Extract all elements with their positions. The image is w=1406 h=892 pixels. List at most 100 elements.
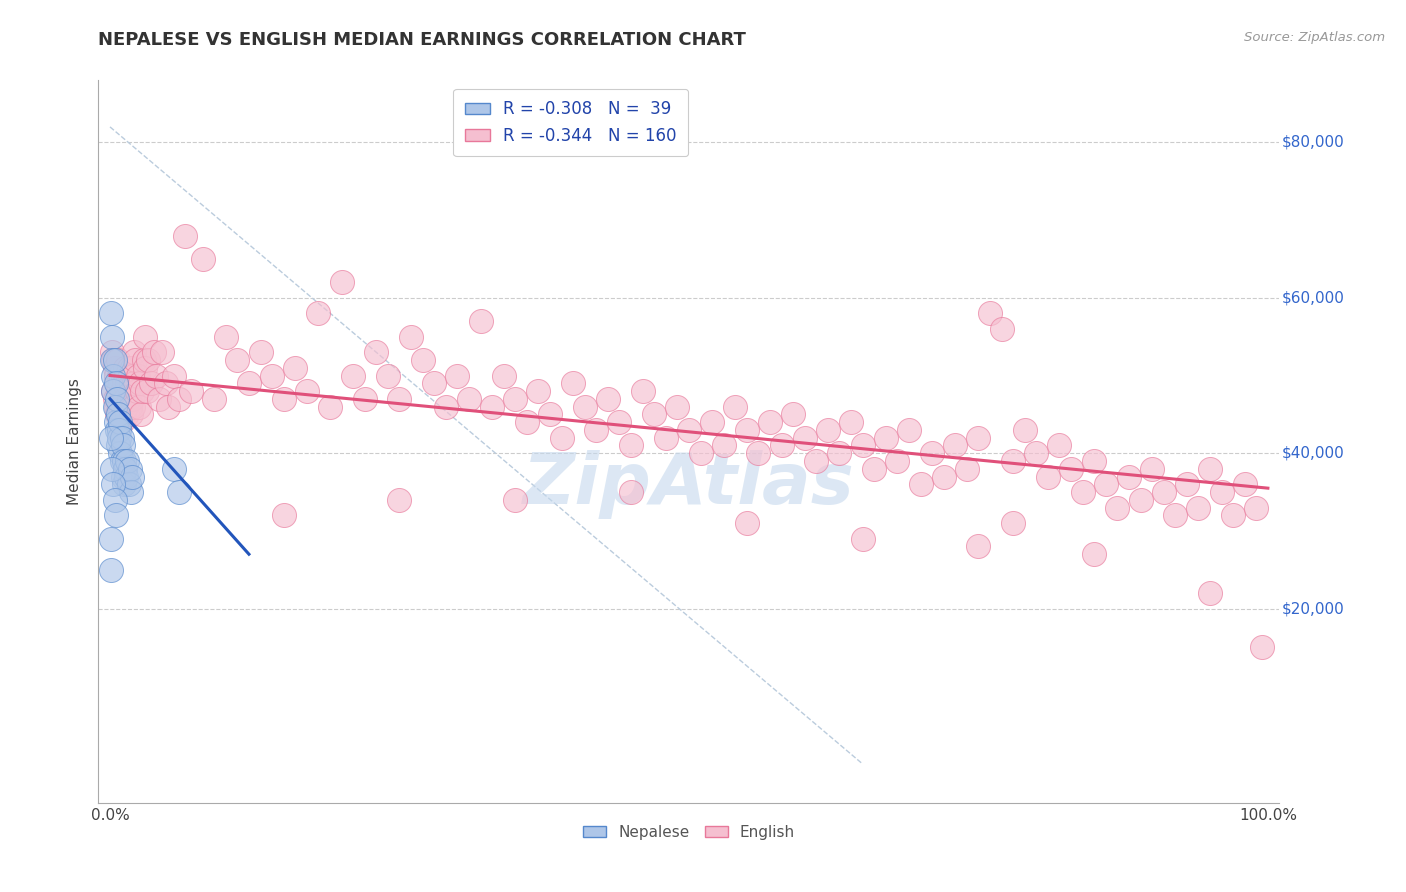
Point — [620, 438, 643, 452]
Point — [817, 423, 839, 437]
Point — [1083, 454, 1105, 468]
Point — [863, 461, 886, 475]
Point — [689, 446, 711, 460]
Point — [990, 322, 1012, 336]
Point — [1014, 423, 1036, 437]
Point — [111, 400, 134, 414]
Point — [1164, 508, 1187, 523]
Point — [104, 360, 127, 375]
Point — [128, 400, 150, 414]
Point — [1246, 500, 1268, 515]
Point — [169, 392, 191, 406]
Point — [134, 329, 156, 343]
Point — [103, 477, 125, 491]
Point — [446, 368, 468, 383]
Point — [735, 423, 758, 437]
Point — [631, 384, 654, 398]
Point — [103, 384, 125, 398]
Point — [399, 329, 422, 343]
Point — [1107, 500, 1129, 515]
Point — [100, 532, 122, 546]
Point — [155, 376, 177, 391]
Point — [434, 400, 457, 414]
Point — [129, 408, 152, 422]
Point — [104, 415, 127, 429]
Point — [156, 400, 179, 414]
Point — [538, 408, 561, 422]
Text: $80,000: $80,000 — [1282, 135, 1344, 150]
Point — [875, 431, 897, 445]
Point — [388, 392, 411, 406]
Point — [353, 392, 375, 406]
Point — [120, 408, 142, 422]
Point — [643, 408, 665, 422]
Point — [678, 423, 700, 437]
Point — [943, 438, 966, 452]
Point — [596, 392, 619, 406]
Point — [108, 400, 131, 414]
Text: Source: ZipAtlas.com: Source: ZipAtlas.com — [1244, 31, 1385, 45]
Point — [713, 438, 735, 452]
Point — [121, 392, 143, 406]
Point — [107, 438, 129, 452]
Point — [492, 368, 515, 383]
Point — [852, 438, 875, 452]
Point — [105, 408, 128, 422]
Point — [226, 353, 249, 368]
Point — [839, 415, 862, 429]
Point — [105, 423, 128, 437]
Point — [150, 345, 173, 359]
Point — [101, 345, 124, 359]
Point — [104, 368, 127, 383]
Point — [111, 368, 134, 383]
Point — [215, 329, 238, 343]
Point — [118, 368, 141, 383]
Point — [104, 400, 127, 414]
Point — [110, 415, 132, 429]
Y-axis label: Median Earnings: Median Earnings — [67, 378, 83, 505]
Point — [897, 423, 920, 437]
Legend: Nepalese, English: Nepalese, English — [576, 819, 801, 846]
Point — [1118, 469, 1140, 483]
Point — [527, 384, 550, 398]
Point — [134, 360, 156, 375]
Text: ZipAtlas: ZipAtlas — [523, 450, 855, 519]
Text: $40,000: $40,000 — [1282, 446, 1344, 460]
Point — [163, 368, 186, 383]
Point — [770, 438, 793, 452]
Point — [550, 431, 572, 445]
Point — [609, 415, 631, 429]
Point — [104, 492, 127, 507]
Point — [793, 431, 815, 445]
Point — [104, 392, 127, 406]
Point — [585, 423, 607, 437]
Point — [516, 415, 538, 429]
Point — [110, 408, 132, 422]
Point — [169, 485, 191, 500]
Point — [117, 360, 139, 375]
Point — [148, 392, 170, 406]
Point — [117, 408, 139, 422]
Point — [1025, 446, 1047, 460]
Point — [967, 431, 990, 445]
Point — [503, 392, 526, 406]
Point — [100, 431, 122, 445]
Point — [1199, 586, 1222, 600]
Point — [1094, 477, 1116, 491]
Point — [319, 400, 342, 414]
Point — [129, 376, 152, 391]
Point — [759, 415, 782, 429]
Point — [115, 469, 138, 483]
Point — [562, 376, 585, 391]
Point — [174, 228, 197, 243]
Point — [112, 376, 135, 391]
Point — [377, 368, 399, 383]
Point — [666, 400, 689, 414]
Point — [1083, 547, 1105, 561]
Point — [284, 360, 307, 375]
Point — [112, 454, 135, 468]
Point — [1036, 469, 1059, 483]
Point — [191, 252, 214, 266]
Point — [118, 461, 141, 475]
Point — [423, 376, 446, 391]
